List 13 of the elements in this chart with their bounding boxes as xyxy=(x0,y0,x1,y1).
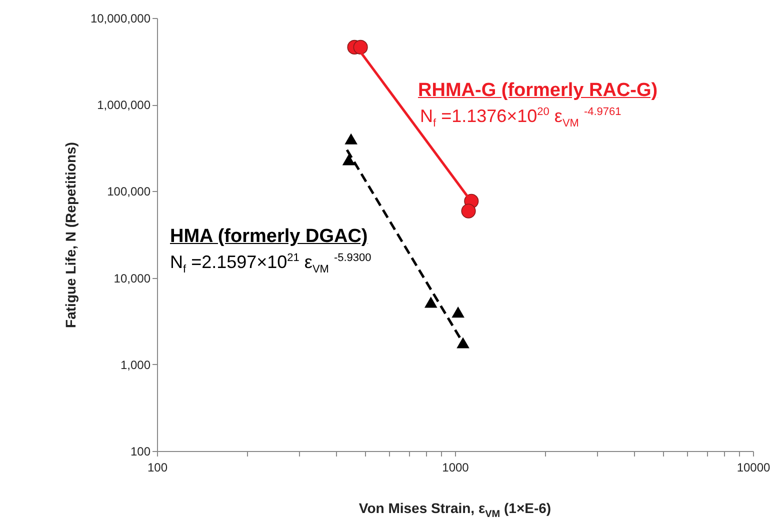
x-tick-label: 1000 xyxy=(442,460,470,474)
y-axis-title: Fatigue Life, N (Repetitions) xyxy=(62,142,78,328)
annotation: HMA (formerly DGAC) xyxy=(170,226,368,248)
x-axis-title: Von Mises Strain, ε$_{VM}$ (1×E-6) xyxy=(358,500,552,520)
y-tick-label: 100,000 xyxy=(107,184,151,199)
annotation: RHMA-G (formerly RAC-G) xyxy=(418,80,658,102)
x-tick-label: 10000 xyxy=(736,460,771,474)
x-tick-label: 100 xyxy=(147,460,168,474)
y-tick-label: 100 xyxy=(130,444,151,458)
y-tick-label: 1,000 xyxy=(120,358,151,372)
y-tick-label: 10,000 xyxy=(114,271,151,286)
y-tick-label: 1,000,000 xyxy=(97,98,151,112)
y-tick-label: 10,000,000 xyxy=(90,12,151,26)
